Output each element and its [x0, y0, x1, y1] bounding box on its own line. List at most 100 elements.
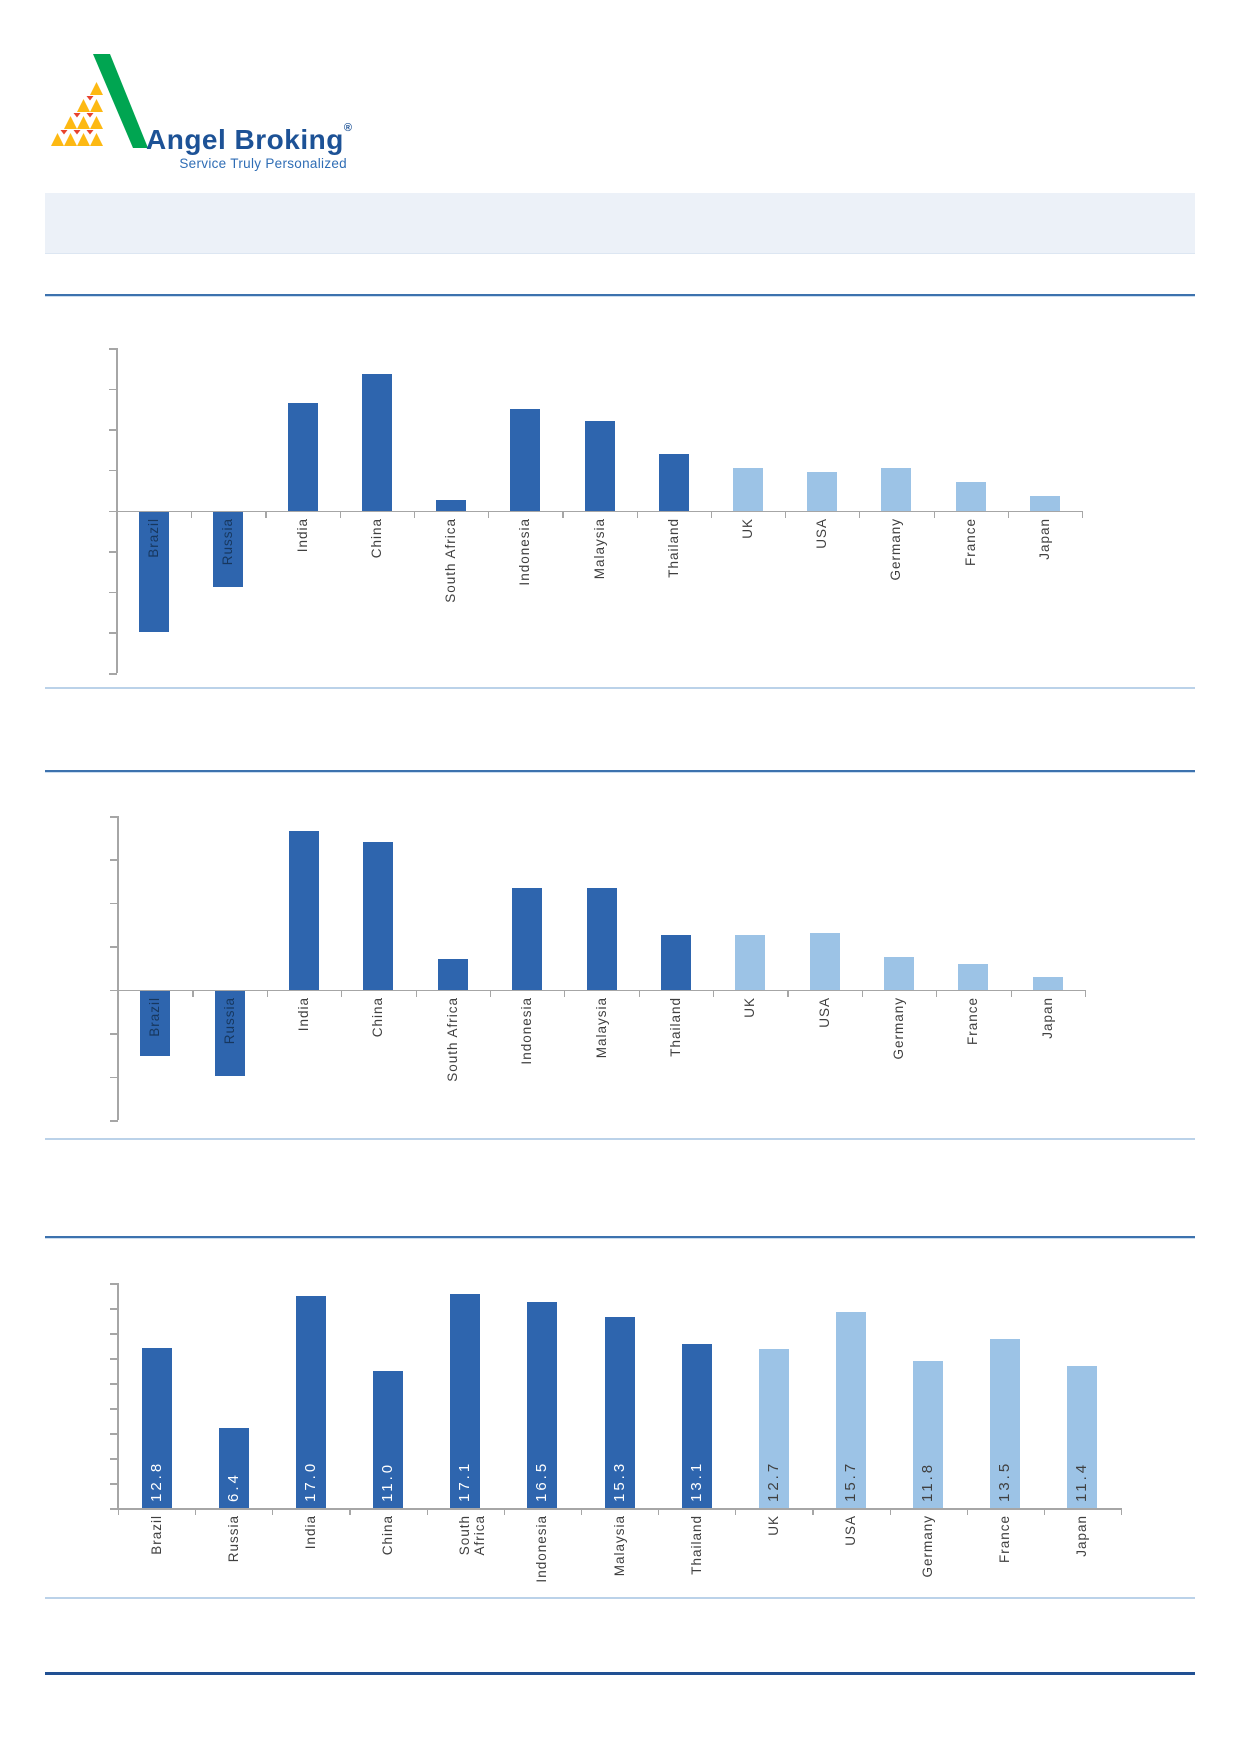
y-axis-tick: [110, 1458, 118, 1460]
x-axis-tick: [1010, 989, 1012, 997]
brand-tagline: Service Truly Personalized: [179, 156, 347, 171]
footer-rule: [45, 1672, 1195, 1675]
registered-mark: ®: [343, 122, 353, 134]
bar-japan: [1029, 496, 1060, 511]
x-axis-tick: [713, 989, 715, 997]
x-axis-tick: [889, 1508, 891, 1515]
value-label-india: 17.0: [301, 1460, 319, 1502]
bar-germany: [913, 1360, 944, 1508]
logo-yellow-pyramid: [51, 82, 103, 146]
y-axis-tick: [110, 1383, 118, 1385]
x-axis-tick: [564, 989, 566, 997]
x-axis-tick: [933, 510, 935, 518]
bar-malaysia: [586, 887, 617, 990]
x-axis-tick: [636, 510, 638, 518]
y-axis-tick: [110, 816, 118, 818]
section-divider-bottom-3: [45, 1597, 1195, 1599]
y-axis-tick: [110, 1508, 118, 1510]
bar-malaysia: [604, 1316, 635, 1508]
category-label-malaysia: Malaysia: [611, 1515, 627, 1577]
y-axis-tick: [110, 1408, 118, 1410]
bar-thailand: [681, 1344, 712, 1508]
bar-japan: [1032, 976, 1063, 990]
x-axis-tick: [266, 989, 268, 997]
y-axis-tick: [110, 989, 118, 992]
bar-japan: [1067, 1365, 1098, 1508]
y-axis-tick: [109, 388, 117, 391]
x-axis-tick: [562, 510, 564, 518]
y-axis-tick: [109, 510, 117, 512]
x-axis-tick: [859, 510, 861, 518]
x-axis-tick: [638, 989, 640, 997]
logo-green-swoosh: [93, 54, 148, 148]
bar-france: [990, 1339, 1021, 1508]
section-divider-top-2: [45, 770, 1195, 773]
bar-china: [361, 374, 392, 511]
x-axis-tick: [710, 510, 713, 518]
x-axis-tick: [118, 1508, 120, 1515]
bar-indonesia: [527, 1301, 558, 1508]
brand-wordmark: Angel Broking®: [146, 122, 352, 156]
x-axis-tick: [580, 1508, 583, 1515]
bar-malaysia: [584, 421, 615, 511]
x-axis-tick: [272, 1508, 274, 1515]
bar-thailand: [658, 453, 689, 511]
y-axis-tick: [110, 902, 118, 905]
value-label-france: 13.5: [996, 1460, 1014, 1502]
bar-france: [958, 963, 989, 990]
value-label-uk: 12.7: [764, 1460, 782, 1502]
bar-china: [363, 842, 394, 990]
x-axis-tick: [426, 1508, 428, 1515]
category-label-indonesia: Indonesia: [534, 1515, 550, 1583]
value-label-germany: 11.8: [919, 1461, 937, 1502]
category-label-uk: UK: [765, 1515, 781, 1536]
logo-red-accents: [60, 96, 94, 135]
bar-thailand: [660, 935, 691, 990]
x-axis-tick: [936, 989, 938, 997]
x-axis-tick: [413, 510, 416, 518]
bar-brazil: [139, 512, 170, 632]
x-axis-tick: [339, 510, 341, 518]
value-label-brazil: 12.8: [147, 1460, 165, 1502]
y-axis-tick: [109, 591, 117, 594]
angel-broking-logo-mark: [51, 54, 148, 148]
x-axis-tick: [192, 989, 194, 997]
x-axis: [117, 989, 1085, 992]
y-axis-tick: [110, 1433, 118, 1435]
x-axis-tick: [787, 989, 789, 997]
x-axis: [116, 510, 1082, 512]
brand-name: Angel Broking: [146, 124, 344, 155]
category-label-china: China: [380, 1515, 396, 1556]
x-axis-tick: [488, 510, 490, 518]
y-axis-tick: [110, 1283, 118, 1285]
x-axis-tick: [195, 1508, 197, 1515]
value-label-china: 11.0: [379, 1461, 397, 1502]
bar-india: [287, 402, 318, 511]
x-axis-tick: [341, 989, 343, 997]
y-axis-tick: [109, 673, 117, 675]
bar-uk: [735, 935, 766, 990]
header-banner: [45, 193, 1195, 254]
section-divider-bottom-1: [45, 687, 1195, 689]
bar-china: [373, 1370, 404, 1508]
y-axis: [117, 1283, 119, 1508]
section-divider-top-1: [45, 294, 1195, 297]
x-axis-tick: [489, 989, 492, 997]
category-label-thailand: Thailand: [688, 1515, 704, 1575]
x-axis-tick: [1085, 989, 1087, 997]
x-axis-tick: [1121, 1508, 1123, 1515]
bar-brazil: [140, 991, 171, 1057]
y-axis-tick: [110, 1120, 118, 1122]
x-axis-tick: [966, 1508, 968, 1515]
x-axis-tick: [118, 989, 120, 997]
x-axis-tick: [735, 1508, 737, 1515]
bar-germany: [884, 957, 915, 990]
section-divider-top-3: [45, 1236, 1195, 1239]
y-axis-tick: [109, 348, 117, 350]
x-axis-tick: [191, 510, 193, 518]
bar-usa: [835, 1311, 866, 1508]
x-axis-tick: [812, 1508, 814, 1515]
